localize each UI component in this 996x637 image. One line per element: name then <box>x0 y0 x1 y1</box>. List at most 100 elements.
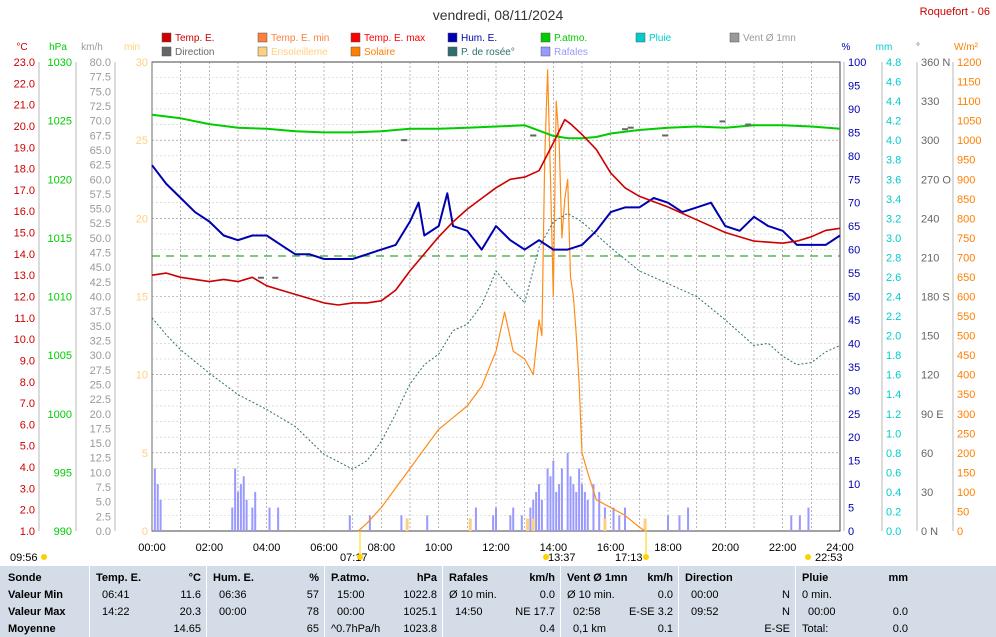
hdr-sonde: Sonde <box>8 572 42 584</box>
col-gust: Rafales km/h Ø 10 min. 0.0 14:50 NE 17.7… <box>442 566 561 637</box>
tick-rain: 4.4 <box>886 96 901 108</box>
tick-min: 5 <box>142 448 148 460</box>
chart-title: vendredi, 08/11/2024 <box>433 7 564 23</box>
tick-dir: 120 <box>921 370 939 382</box>
tick-wind: 37.5 <box>90 306 111 318</box>
tick-wind: 7.5 <box>96 482 111 494</box>
tick-press: 1005 <box>48 350 72 362</box>
wind-distance: 0,1 km <box>573 623 607 635</box>
col-hum: Hum. E. % 06:36 57 00:00 78 65 <box>206 566 325 637</box>
tick-rain: 4.8 <box>886 57 901 69</box>
hdr-rain-unit: mm <box>888 572 908 584</box>
rain-total-label: Total: <box>802 623 829 635</box>
tick-wind: 20.0 <box>90 409 111 421</box>
hdr-rain: Pluie <box>802 572 829 584</box>
legend-swatch <box>729 32 740 43</box>
legend-label: Rafales <box>554 47 588 58</box>
event-sunset: 17:13 <box>615 552 643 564</box>
tick-wind: 42.5 <box>90 277 111 289</box>
axis-unit-min: min <box>124 42 140 53</box>
tick-rain: 3.0 <box>886 233 901 245</box>
tick-wind: 2.5 <box>96 511 111 523</box>
hum-max-time: 00:00 <box>219 606 247 618</box>
sun-marker <box>41 554 47 560</box>
hum-avg-val: 65 <box>306 623 319 635</box>
legend-swatch <box>635 32 646 43</box>
col-dir: Direction 00:00 N 09:52 N E-SE <box>678 566 796 637</box>
tick-solar: 500 <box>957 331 975 343</box>
tick-rain: 2.8 <box>886 252 901 264</box>
legend-label: Temp. E. min <box>271 33 329 44</box>
tick-min: 30 <box>136 57 148 69</box>
tick-temp: 3.0 <box>20 483 35 495</box>
tick-wind: 27.5 <box>90 365 111 377</box>
legend-label: Temp. E. <box>175 33 214 44</box>
rain-max-time: 00:00 <box>808 606 836 618</box>
tick-dir: 150 <box>921 331 939 343</box>
x-tick: 12:00 <box>482 542 510 554</box>
tick-hum: 95 <box>848 80 860 92</box>
tick-wind: 40.0 <box>90 292 111 304</box>
tick-wind: 30.0 <box>90 350 111 362</box>
tick-solar: 1100 <box>957 96 981 108</box>
tick-solar: 600 <box>957 292 975 304</box>
sun-marker <box>543 554 549 560</box>
tick-temp: 12.0 <box>14 292 35 304</box>
dew-point-line <box>151 212 841 470</box>
legend-label: Solaire <box>364 47 396 58</box>
gust-min-val: 0.0 <box>539 589 555 601</box>
tick-rain: 4.6 <box>886 77 901 89</box>
press-max-time: 00:00 <box>337 606 365 618</box>
tick-hum: 35 <box>848 362 860 374</box>
tick-solar: 1200 <box>957 57 981 69</box>
legend-label: P. de rosée° <box>461 47 515 58</box>
tick-temp: 22.0 <box>14 78 35 90</box>
rain-max-val: 0.0 <box>892 606 908 618</box>
tick-hum: 10 <box>848 479 860 491</box>
press-trend: ^0.7hPa/h <box>331 623 381 635</box>
tick-hum: 20 <box>848 432 860 444</box>
tick-wind: 72.5 <box>90 101 111 113</box>
temp-max-time: 14:22 <box>102 606 130 618</box>
legend-label: Temp. E. max <box>364 33 425 44</box>
tick-wind: 57.5 <box>90 189 111 201</box>
legend-label: Ensoleilleme <box>271 47 328 58</box>
col-wind: Vent Ø 1mn km/h Ø 10 min. 0.0 02:58 E-SE… <box>560 566 679 637</box>
tick-wind: 5.0 <box>96 497 111 509</box>
axis-unit-dir: ° <box>916 42 920 53</box>
tick-wind: 12.5 <box>90 453 111 465</box>
tick-wind: 10.0 <box>90 467 111 479</box>
tick-solar: 800 <box>957 213 975 225</box>
tick-hum: 25 <box>848 409 860 421</box>
tick-solar: 350 <box>957 389 975 401</box>
tick-solar: 50 <box>957 506 969 518</box>
legend-swatch <box>540 32 551 43</box>
tick-wind: 67.5 <box>90 130 111 142</box>
tick-solar: 150 <box>957 467 975 479</box>
hdr-temp-unit: °C <box>188 572 201 584</box>
tick-temp: 14.0 <box>14 249 35 261</box>
col-press: P.atmo. hPa 15:00 1022.8 00:00 1025.1 ^0… <box>324 566 443 637</box>
tick-hum: 60 <box>848 245 860 257</box>
tick-rain: 0.6 <box>886 467 901 479</box>
x-tick: 20:00 <box>712 542 740 554</box>
tick-dir: 0 N <box>921 526 938 538</box>
hdr-gust: Rafales <box>449 572 489 584</box>
tick-hum: 80 <box>848 151 860 163</box>
tick-rain: 1.4 <box>886 389 901 401</box>
x-tick: 14:00 <box>540 542 568 554</box>
tick-hum: 15 <box>848 456 860 468</box>
hum-min-val: 57 <box>306 589 319 601</box>
hdr-gust-unit: km/h <box>529 572 555 584</box>
tick-dir: 300 <box>921 135 939 147</box>
x-tick: 00:00 <box>138 542 166 554</box>
tick-min: 25 <box>136 135 148 147</box>
event-sunrise: 07:17 <box>340 552 368 564</box>
stats-table: Sonde Valeur Min Valeur Max Moyenne Temp… <box>0 566 996 637</box>
tick-hum: 90 <box>848 104 860 116</box>
hdr-dir: Direction <box>685 572 733 584</box>
tick-press: 1015 <box>48 233 72 245</box>
col-temp: Temp. E. °C 06:41 11.6 14:22 20.3 14.65 <box>89 566 207 637</box>
tick-temp: 23.0 <box>14 57 35 69</box>
tick-min: 0 <box>142 526 148 538</box>
